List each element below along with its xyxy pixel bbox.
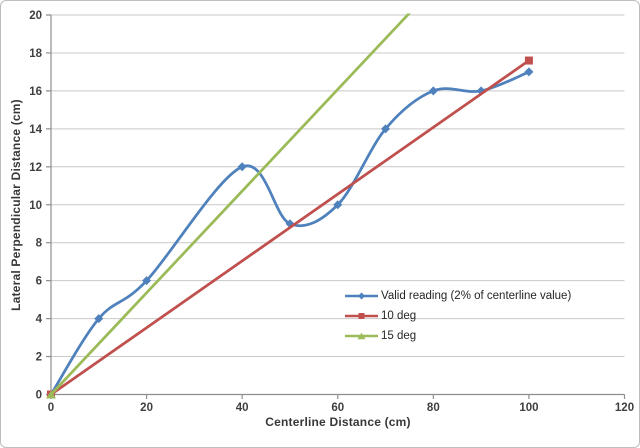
x-tick-label: 40 (236, 402, 249, 414)
y-tick-label: 8 (36, 238, 43, 250)
diamond-marker (94, 314, 104, 324)
diamond-marker (524, 67, 534, 77)
diamond-marker (333, 200, 343, 210)
triangle-marker (46, 390, 56, 399)
x-tick-label: 60 (331, 402, 344, 414)
legend-label: 10 deg (381, 310, 417, 322)
diamond-marker (142, 276, 152, 286)
diamond-marker (237, 162, 247, 172)
legend-row: Valid reading (2% of centerline value) (345, 286, 571, 306)
x-tick-label: 100 (519, 402, 538, 414)
y-tick-label: 20 (29, 10, 42, 22)
y-tick-label: 12 (29, 162, 42, 174)
diamond-marker (381, 124, 391, 134)
x-tick-label: 80 (427, 402, 440, 414)
legend-row: 15 deg (345, 326, 571, 346)
x-tick-label: 120 (615, 402, 634, 414)
y-tick-label: 6 (36, 276, 42, 288)
y-tick-label: 0 (36, 390, 42, 402)
y-tick-label: 4 (36, 314, 43, 326)
legend-label: Valid reading (2% of centerline value) (381, 290, 572, 302)
y-tick-label: 18 (29, 48, 42, 60)
square-marker (358, 313, 365, 319)
y-tick-label: 2 (36, 352, 42, 364)
x-axis-title: Centerline Distance (cm) (265, 415, 411, 429)
legend-square-swatch-icon (345, 313, 378, 319)
y-axis-title: Lateral Perpendicular Distance (cm) (9, 99, 23, 311)
diamond-marker (428, 86, 438, 96)
series-line (49, 59, 531, 396)
y-tick-label: 16 (29, 86, 42, 98)
diamond-marker (358, 292, 365, 300)
x-tick-label: 20 (140, 402, 153, 414)
square-marker (524, 56, 533, 65)
legend: Valid reading (2% of centerline value) 10… (345, 286, 571, 346)
legend-row: 10 deg (345, 306, 571, 326)
x-tick-label: 0 (48, 402, 54, 414)
legend-triangle-swatch-icon (345, 332, 378, 340)
y-tick-label: 10 (29, 200, 42, 212)
series-line (49, 13, 411, 396)
legend-label: 15 deg (381, 330, 417, 342)
triangle-marker (357, 332, 366, 340)
y-tick-label: 14 (29, 124, 42, 136)
series-line (49, 70, 531, 396)
legend-diamond-swatch-icon (345, 292, 378, 300)
series-group (46, 13, 534, 399)
